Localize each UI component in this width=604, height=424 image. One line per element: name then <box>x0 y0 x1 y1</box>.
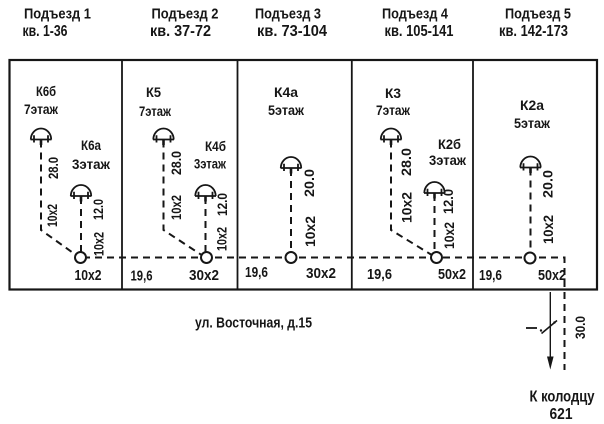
svg-text:621: 621 <box>550 406 573 423</box>
svg-text:К колодцу: К колодцу <box>530 389 595 406</box>
svg-text:3этаж: 3этаж <box>72 156 111 172</box>
svg-text:20.0: 20.0 <box>541 170 556 198</box>
svg-text:12.0: 12.0 <box>215 193 230 216</box>
svg-text:19,6: 19,6 <box>367 266 392 283</box>
svg-text:19,6: 19,6 <box>131 268 153 285</box>
svg-text:7этаж: 7этаж <box>376 102 411 118</box>
svg-text:10х2: 10х2 <box>400 192 415 223</box>
svg-text:кв. 142-173: кв. 142-173 <box>499 23 568 40</box>
svg-text:3этаж: 3этаж <box>429 152 467 168</box>
svg-text:12.0: 12.0 <box>441 189 456 214</box>
svg-text:10х2: 10х2 <box>215 227 230 251</box>
svg-text:5этаж: 5этаж <box>268 102 305 118</box>
svg-text:кв. 1-36: кв. 1-36 <box>23 23 68 40</box>
svg-text:50х2: 50х2 <box>538 267 566 284</box>
svg-text:К6б: К6б <box>36 83 56 99</box>
svg-text:12.0: 12.0 <box>91 199 106 220</box>
svg-text:К2б: К2б <box>438 136 461 152</box>
svg-text:К4б: К4б <box>205 138 226 154</box>
svg-text:кв. 73-104: кв. 73-104 <box>257 23 327 40</box>
svg-text:28.0: 28.0 <box>399 148 414 176</box>
svg-text:10х2: 10х2 <box>541 215 556 244</box>
svg-text:20.0: 20.0 <box>302 169 317 197</box>
svg-text:10х2: 10х2 <box>45 204 60 227</box>
svg-text:7этаж: 7этаж <box>139 103 172 119</box>
svg-text:10х2: 10х2 <box>303 216 318 247</box>
svg-text:К6а: К6а <box>81 137 101 153</box>
svg-text:К4а: К4а <box>274 84 298 100</box>
svg-text:3этаж: 3этаж <box>194 156 227 172</box>
svg-text:Подъезд 4: Подъезд 4 <box>382 6 449 23</box>
svg-text:19,6: 19,6 <box>479 267 502 284</box>
svg-text:кв. 37-72: кв. 37-72 <box>150 23 211 40</box>
svg-text:Подъезд 5: Подъезд 5 <box>505 6 571 23</box>
svg-text:ул. Восточная, д.15: ул. Восточная, д.15 <box>195 315 312 332</box>
svg-text:К3: К3 <box>385 85 401 101</box>
svg-text:Подъезд 2: Подъезд 2 <box>152 6 219 23</box>
svg-text:10х2: 10х2 <box>92 232 107 256</box>
svg-text:10х2: 10х2 <box>169 195 184 220</box>
svg-text:Подъезд 1: Подъезд 1 <box>24 6 91 23</box>
svg-text:30х2: 30х2 <box>189 267 219 284</box>
svg-text:7этаж: 7этаж <box>24 101 59 117</box>
svg-text:19,6: 19,6 <box>245 264 268 281</box>
svg-text:30х2: 30х2 <box>306 265 336 282</box>
svg-text:28.0: 28.0 <box>169 151 184 175</box>
svg-text:50х2: 50х2 <box>438 266 466 283</box>
svg-text:10х2: 10х2 <box>75 267 102 284</box>
svg-text:30.0: 30.0 <box>573 316 588 339</box>
svg-text:28.0: 28.0 <box>46 157 61 179</box>
svg-text:Подъезд 3: Подъезд 3 <box>255 6 321 23</box>
svg-text:5этаж: 5этаж <box>514 115 551 131</box>
svg-text:К5: К5 <box>146 84 161 100</box>
svg-text:10х2: 10х2 <box>442 222 457 249</box>
svg-text:К2а: К2а <box>520 97 544 113</box>
svg-text:кв. 105-141: кв. 105-141 <box>385 23 454 40</box>
